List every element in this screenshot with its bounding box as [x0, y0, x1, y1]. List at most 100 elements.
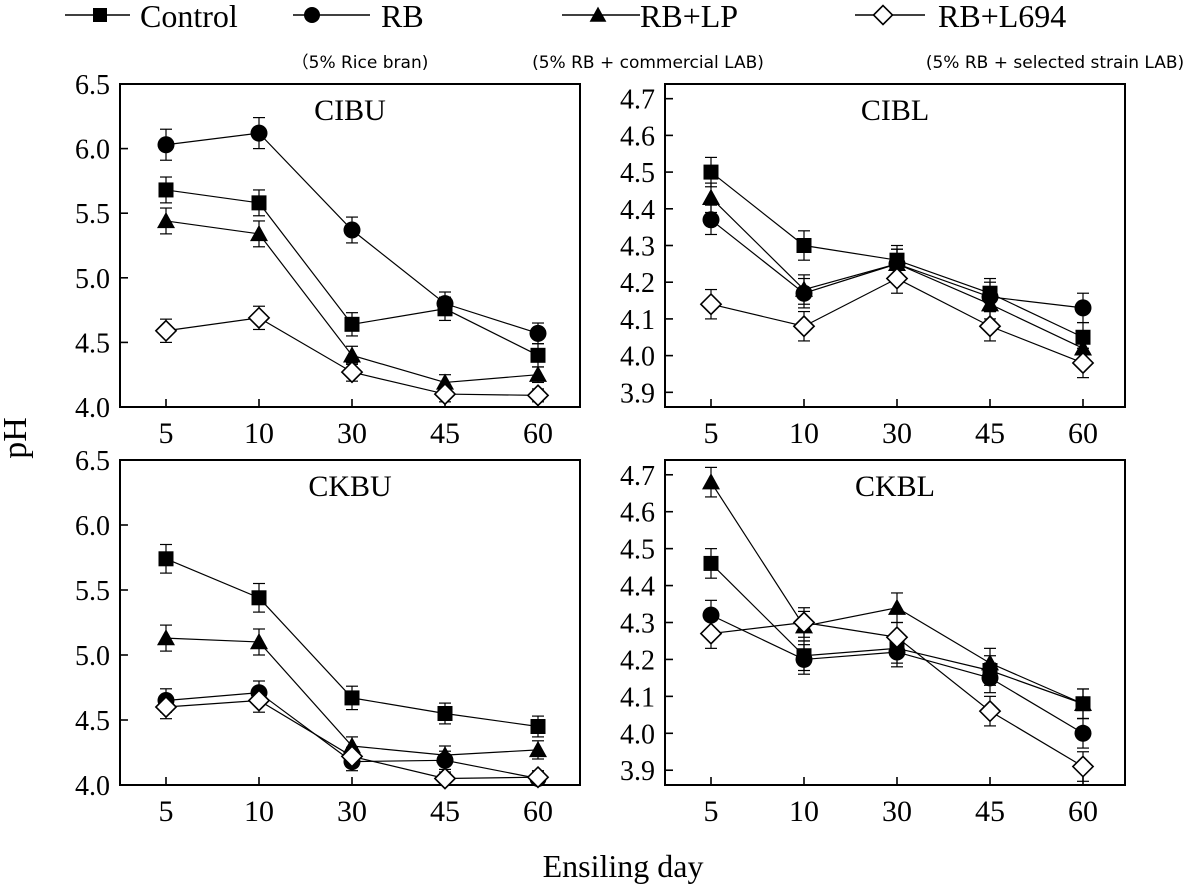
x-tick-label: 60 — [1068, 795, 1098, 828]
y-tick-label: 6.5 — [75, 70, 110, 101]
data-point — [981, 654, 999, 671]
data-point — [699, 292, 723, 316]
legend-triangle-marker — [589, 6, 607, 22]
y-tick-label: 4.0 — [620, 342, 655, 373]
panel-ckbl: CKBL 3.9 4.0 4.1 4.2 4.3 4.4 4.5 4.6 4.7 5 10 30 45 60 — [620, 459, 1126, 828]
data-point — [157, 136, 175, 154]
data-point — [344, 316, 360, 332]
data-point — [703, 555, 719, 571]
data-point — [792, 611, 816, 634]
y-tick-label: 4.7 — [620, 461, 655, 492]
y-tick-label: 4.2 — [620, 645, 655, 676]
y-tick-label: 4.0 — [75, 393, 110, 424]
data-point — [792, 314, 816, 338]
data-point — [157, 629, 175, 646]
data-point — [154, 695, 178, 719]
x-tick-label: 45 — [975, 417, 1005, 450]
y-tick-label: 4.4 — [620, 572, 655, 603]
x-tick-label: 5 — [159, 417, 174, 450]
x-tick-label: 30 — [337, 417, 367, 450]
data-point — [888, 254, 906, 272]
x-tick-label: 5 — [159, 795, 174, 828]
x-axis-label: Ensiling day — [543, 848, 704, 884]
legend-label: Control — [140, 0, 238, 34]
x-tick-label: 45 — [430, 417, 460, 450]
y-tick-label: 4.3 — [620, 232, 655, 263]
x-tick-label: 30 — [882, 795, 912, 828]
data-point — [978, 699, 1002, 723]
plot-frame — [119, 83, 581, 408]
panel-cibl: CIBL 3.9 4.0 4.1 4.2 4.3 4.4 4.5 4.6 4.7 5 10 30 45 60 — [620, 83, 1126, 450]
y-tick-label: 5.0 — [75, 264, 110, 295]
y-tick-label: 4.2 — [620, 268, 655, 299]
data-point — [343, 346, 361, 363]
data-point — [251, 590, 267, 606]
panel-title: CKBL — [855, 470, 935, 503]
panel-title: CIBL — [861, 94, 929, 127]
data-point — [978, 314, 1002, 338]
data-point — [436, 373, 454, 390]
data-point — [796, 238, 812, 253]
series-rb-l694 — [154, 305, 550, 407]
data-point — [703, 164, 719, 180]
series-control — [158, 543, 546, 738]
y-tick-label: 3.9 — [620, 756, 655, 787]
data-point — [1071, 755, 1095, 778]
y-tick-label: 6.0 — [75, 511, 110, 542]
legend-label: RB — [381, 0, 424, 34]
legend-label: RB+L694 — [938, 0, 1066, 34]
data-point — [529, 740, 547, 758]
data-point — [343, 737, 361, 754]
y-tick-label: 4.5 — [75, 706, 110, 737]
legend-item-control: Control — [65, 0, 238, 34]
data-point — [154, 319, 178, 343]
panel-cibu: CIBU 4.0 4.5 5.0 5.5 6.0 6.5 5 10 30 45 60 — [75, 70, 581, 450]
series-control — [158, 176, 546, 368]
data-point — [158, 551, 174, 567]
data-point — [699, 622, 723, 645]
series-rb-l694 — [699, 607, 1095, 782]
data-point — [885, 626, 909, 649]
data-point — [433, 767, 457, 790]
x-tick-label: 60 — [523, 795, 553, 828]
series-rb — [157, 116, 547, 345]
legend-note: （5% Rice bran) — [292, 53, 429, 73]
x-tick-label: 60 — [523, 417, 553, 450]
y-tick-label: 6.0 — [75, 135, 110, 166]
x-tick-label: 30 — [882, 417, 912, 450]
data-point — [888, 598, 906, 615]
data-point — [340, 360, 364, 384]
y-tick-label: 4.6 — [620, 498, 655, 529]
y-tick-label: 4.5 — [75, 328, 110, 359]
data-point — [981, 295, 999, 312]
series-rb-l694 — [154, 688, 550, 790]
data-point — [1074, 694, 1092, 711]
x-tick-label: 5 — [704, 795, 719, 828]
data-point — [526, 384, 550, 407]
data-point — [250, 224, 268, 242]
data-point — [1071, 351, 1095, 375]
x-tick-label: 10 — [244, 417, 274, 450]
legend-item-rb-l694: RB+L694 (5% RB + selected strain LAB) — [855, 0, 1184, 73]
data-point — [158, 182, 174, 198]
y-tick-label: 4.4 — [620, 195, 655, 226]
data-point — [433, 382, 457, 406]
series-rb-lp — [702, 466, 1092, 720]
y-tick-label: 4.5 — [620, 535, 655, 566]
y-axis-label: pH — [0, 417, 34, 459]
y-tick-label: 4.0 — [620, 719, 655, 750]
plot-frame — [119, 459, 581, 786]
series-rb-lp — [157, 207, 547, 391]
data-point — [157, 211, 175, 229]
panel-title: CIBU — [314, 94, 386, 127]
series-rb-l694 — [699, 263, 1095, 379]
data-point — [343, 221, 361, 239]
data-point — [526, 765, 550, 789]
x-tick-label: 10 — [789, 795, 819, 828]
data-point — [250, 633, 268, 650]
panel-title: CKBU — [308, 470, 392, 503]
legend-item-rb-lp: RB+LP (5% RB + commercial LAB) — [532, 0, 764, 73]
y-tick-label: 3.9 — [620, 378, 655, 409]
legend: Control RB （5% Rice bran) RB+LP (5% RB + com… — [65, 0, 1184, 73]
